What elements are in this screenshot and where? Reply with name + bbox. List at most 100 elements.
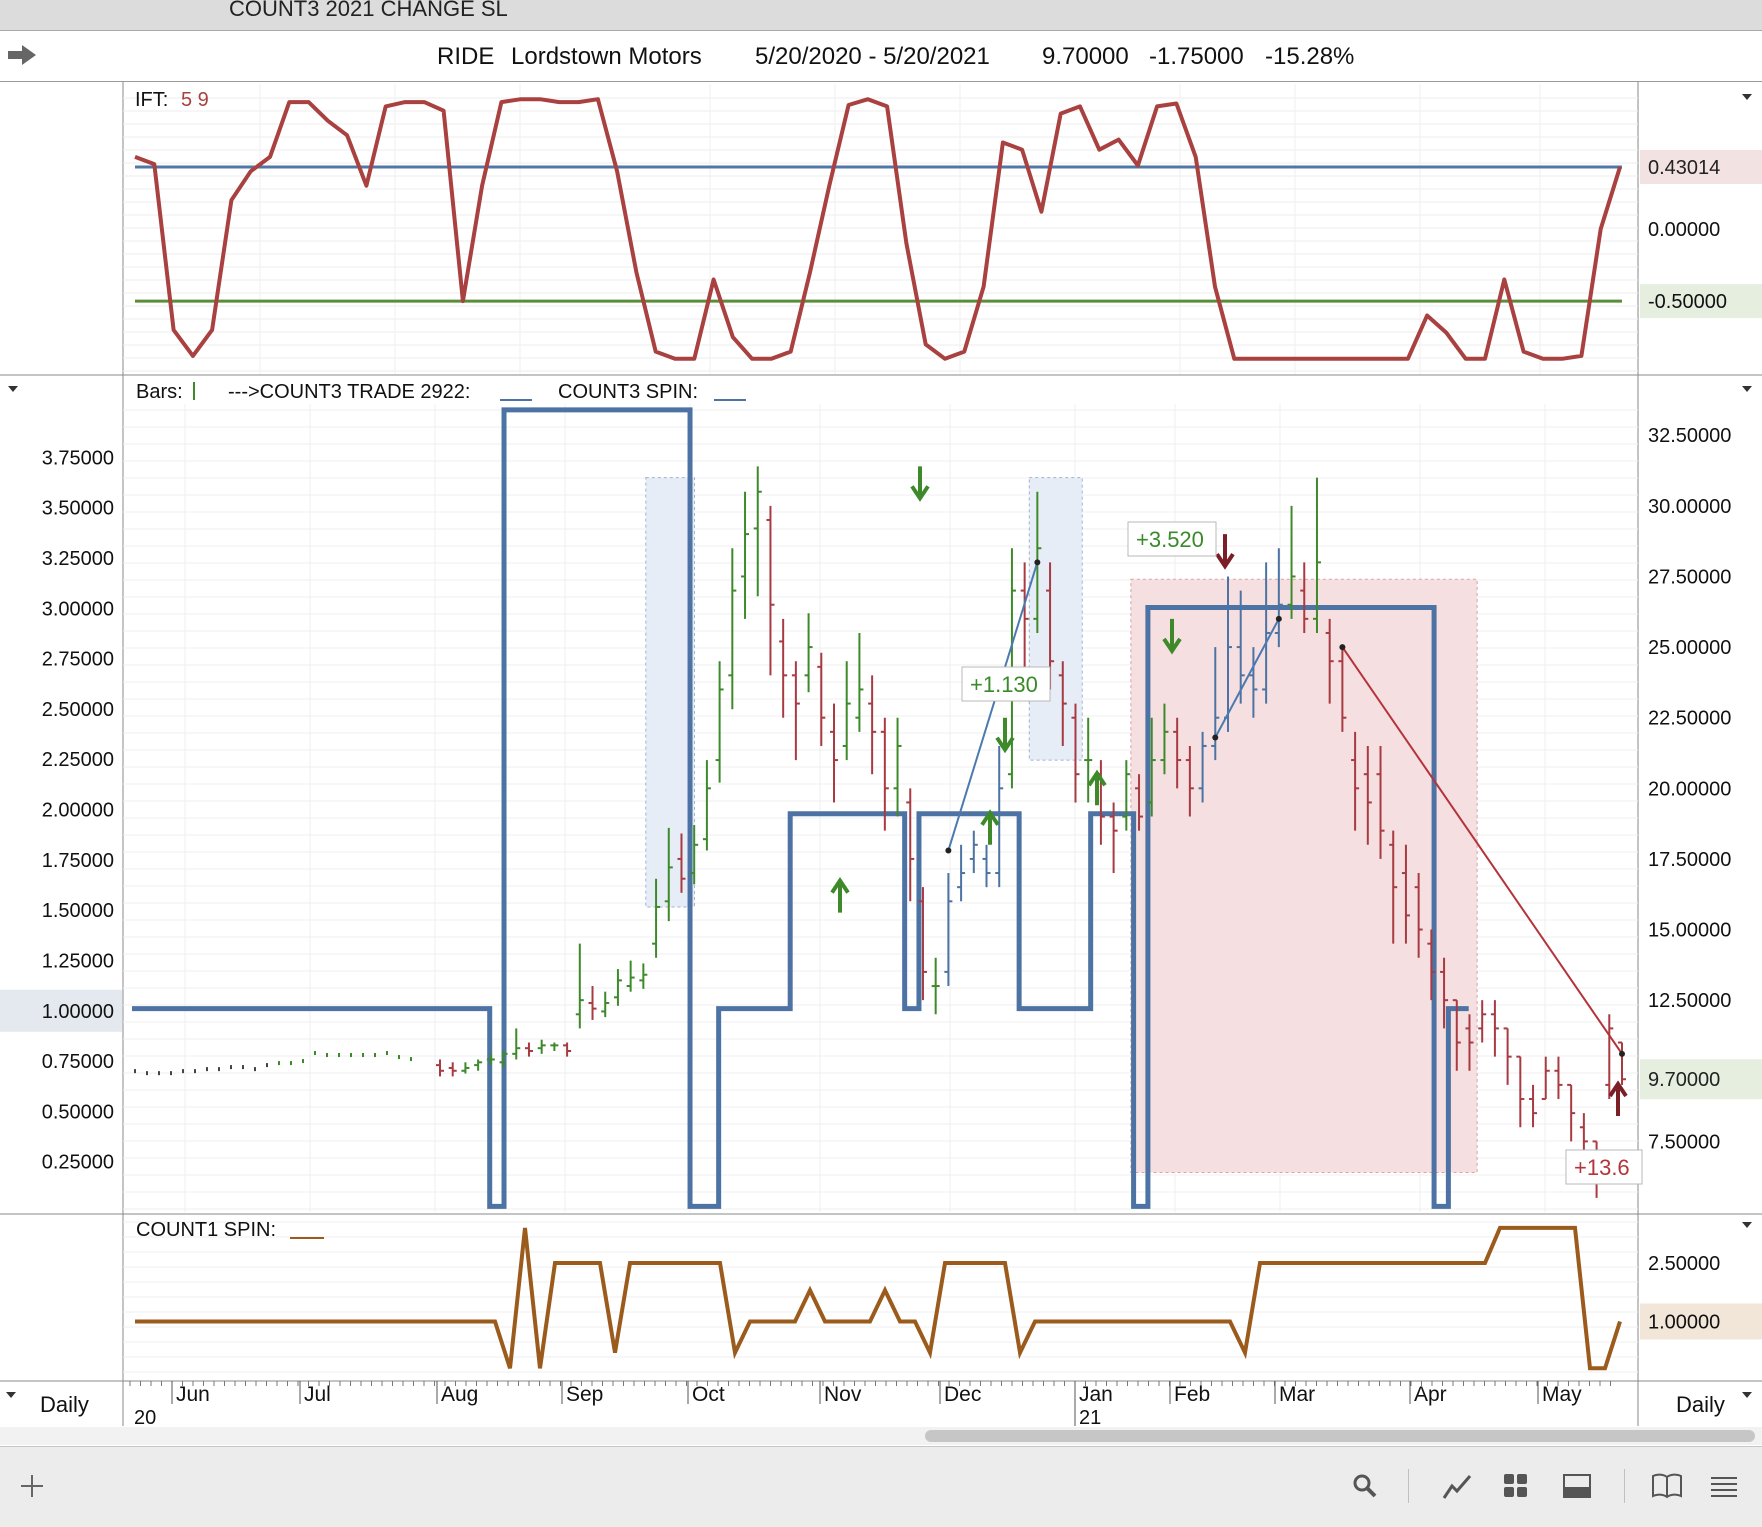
short-arrow-icon bbox=[1215, 534, 1235, 570]
count3-spin-line bbox=[132, 407, 1469, 1209]
left-axis-tick: 3.00000 bbox=[42, 598, 114, 620]
right-axis-tick: 17.50000 bbox=[1648, 849, 1731, 871]
book-icon[interactable] bbox=[1650, 1469, 1684, 1503]
legend-trade: --->COUNT3 TRADE 2922: bbox=[228, 381, 470, 403]
trade-line-short bbox=[1341, 646, 1623, 1055]
ift-lower-tag: -0.50000 bbox=[1648, 291, 1727, 313]
count1-value-tag-bg bbox=[1640, 1303, 1762, 1340]
ift-lower-tag-bg bbox=[1640, 284, 1762, 319]
date-range: 5/20/2020 - 5/20/2021 bbox=[755, 43, 990, 70]
x-month-label: Jul bbox=[304, 1383, 331, 1406]
ticker: RIDE bbox=[437, 43, 495, 70]
ift-zero-tick: 0.00000 bbox=[1648, 219, 1720, 241]
period-right: Daily bbox=[1676, 1392, 1725, 1417]
left-axis-tick: 3.75000 bbox=[42, 447, 114, 469]
window-title: COUNT3 2021 CHANGE SL bbox=[229, 0, 508, 21]
legend-spin: COUNT3 SPIN: bbox=[558, 381, 698, 403]
trade-label-1: +1.130 bbox=[970, 672, 1038, 697]
left-axis-tick: 3.25000 bbox=[42, 548, 114, 570]
trade-label-2: +3.520 bbox=[1136, 527, 1204, 552]
x-month-label: Jun bbox=[176, 1383, 210, 1406]
buy-arrow-icon bbox=[830, 876, 850, 913]
left-axis-tick: 2.00000 bbox=[42, 800, 114, 822]
title-bar: COUNT3 2021 CHANGE SL bbox=[0, 0, 1762, 31]
trade-label-short-bg bbox=[1565, 1149, 1643, 1185]
draw-icon[interactable] bbox=[1440, 1469, 1474, 1503]
x-month-label: Feb bbox=[1174, 1383, 1210, 1406]
company-name: Lordstown Motors bbox=[511, 43, 702, 70]
right-axis-tick: 15.00000 bbox=[1648, 920, 1731, 942]
scrollbar-thumb[interactable] bbox=[925, 1430, 1755, 1442]
right-axis-tick: 25.00000 bbox=[1648, 637, 1731, 659]
x-month-label: May bbox=[1542, 1383, 1582, 1406]
x-month-label: Apr bbox=[1414, 1383, 1447, 1406]
left-axis-tick: 0.75000 bbox=[42, 1051, 114, 1073]
x-month-label: Sep bbox=[566, 1383, 603, 1406]
period-left-menu-icon bbox=[6, 1392, 16, 1398]
x-year-label: 20 bbox=[134, 1407, 156, 1429]
left-axis-tick: 0.25000 bbox=[42, 1152, 114, 1174]
right-axis-tick: 30.00000 bbox=[1648, 496, 1731, 518]
left-axis-tick: 1.50000 bbox=[42, 900, 114, 922]
arrow-right-icon[interactable] bbox=[6, 41, 38, 69]
ift-label: IFT: bbox=[135, 89, 168, 111]
trade-label-2-bg bbox=[1127, 521, 1217, 557]
trade-point bbox=[1339, 644, 1346, 651]
left-axis-tick: 1.25000 bbox=[42, 950, 114, 972]
sell-arrow-icon bbox=[995, 717, 1015, 754]
menu-icon[interactable] bbox=[1707, 1469, 1741, 1503]
count1-label: COUNT1 SPIN: bbox=[136, 1219, 276, 1241]
right-axis-tick: 20.00000 bbox=[1648, 778, 1731, 800]
bottom-toolbar bbox=[0, 1446, 1762, 1527]
right-axis-tick: 32.50000 bbox=[1648, 425, 1731, 447]
period-right-menu-icon bbox=[1742, 1392, 1752, 1398]
trade-point bbox=[1275, 615, 1282, 622]
left-axis-tick: 1.00000 bbox=[42, 1001, 114, 1023]
right-axis-tick: 12.50000 bbox=[1648, 990, 1731, 1012]
x-month-label: Oct bbox=[692, 1383, 725, 1406]
left-axis-tick: 2.75000 bbox=[42, 649, 114, 671]
trade-label-1-bg bbox=[961, 666, 1051, 702]
grid-icon[interactable] bbox=[1499, 1469, 1533, 1503]
ift-line bbox=[134, 97, 1622, 361]
count1-menu-icon bbox=[1742, 1222, 1752, 1228]
x-month-label: Nov bbox=[824, 1383, 862, 1406]
plus-icon[interactable] bbox=[15, 1469, 49, 1503]
chart-area[interactable]: IFT: 5 9 0.43014 0.00000 -0.50000 +1.130 +3.52… bbox=[0, 82, 1762, 1446]
count1-value-tag: 1.00000 bbox=[1648, 1312, 1720, 1334]
layout-icon[interactable] bbox=[1560, 1469, 1594, 1503]
last-price: 9.70000 bbox=[1042, 43, 1129, 70]
buy-arrow-icon bbox=[1087, 769, 1107, 806]
symbol-bar: RIDE Lordstown Motors 5/20/2020 - 5/20/2… bbox=[0, 31, 1762, 82]
trade-point bbox=[1034, 559, 1041, 566]
trade-region-1 bbox=[645, 477, 695, 908]
percent-change: -15.28% bbox=[1265, 43, 1355, 70]
search-icon[interactable] bbox=[1348, 1469, 1382, 1503]
x-year-label: 21 bbox=[1079, 1407, 1101, 1429]
right-axis-tick: 7.50000 bbox=[1648, 1131, 1720, 1153]
legend-bars: Bars: bbox=[136, 381, 183, 403]
trade-point bbox=[945, 847, 952, 854]
trade-point bbox=[1619, 1050, 1625, 1057]
price-change: -1.75000 bbox=[1149, 43, 1244, 70]
trade-region-short bbox=[1130, 578, 1478, 1173]
right-axis-highlight: 9.70000 bbox=[1648, 1069, 1720, 1091]
right-axis-tick: 27.50000 bbox=[1648, 566, 1731, 588]
right-axis-highlight-bg bbox=[1640, 1059, 1762, 1100]
sell-arrow-icon bbox=[1162, 618, 1182, 655]
period-left: Daily bbox=[40, 1392, 89, 1417]
ift-panel-menu-icon bbox=[1742, 94, 1752, 100]
sell-arrow-icon bbox=[910, 466, 930, 502]
left-axis-tick: 2.25000 bbox=[42, 749, 114, 771]
count1-spin-line bbox=[135, 1225, 1622, 1371]
trade-label-short: +13.6 bbox=[1574, 1155, 1630, 1180]
buy-arrow-icon bbox=[980, 809, 1000, 845]
cover-arrow-icon bbox=[1608, 1080, 1628, 1116]
trade-line-2 bbox=[1214, 618, 1280, 738]
price-left-menu-icon bbox=[8, 386, 18, 392]
x-month-label: Dec bbox=[944, 1383, 981, 1406]
right-axis-tick: 22.50000 bbox=[1648, 708, 1731, 730]
ift-value-tag-bg bbox=[1640, 149, 1762, 184]
x-month-label: Jan bbox=[1079, 1383, 1113, 1406]
count1-tick: 2.50000 bbox=[1648, 1253, 1720, 1275]
